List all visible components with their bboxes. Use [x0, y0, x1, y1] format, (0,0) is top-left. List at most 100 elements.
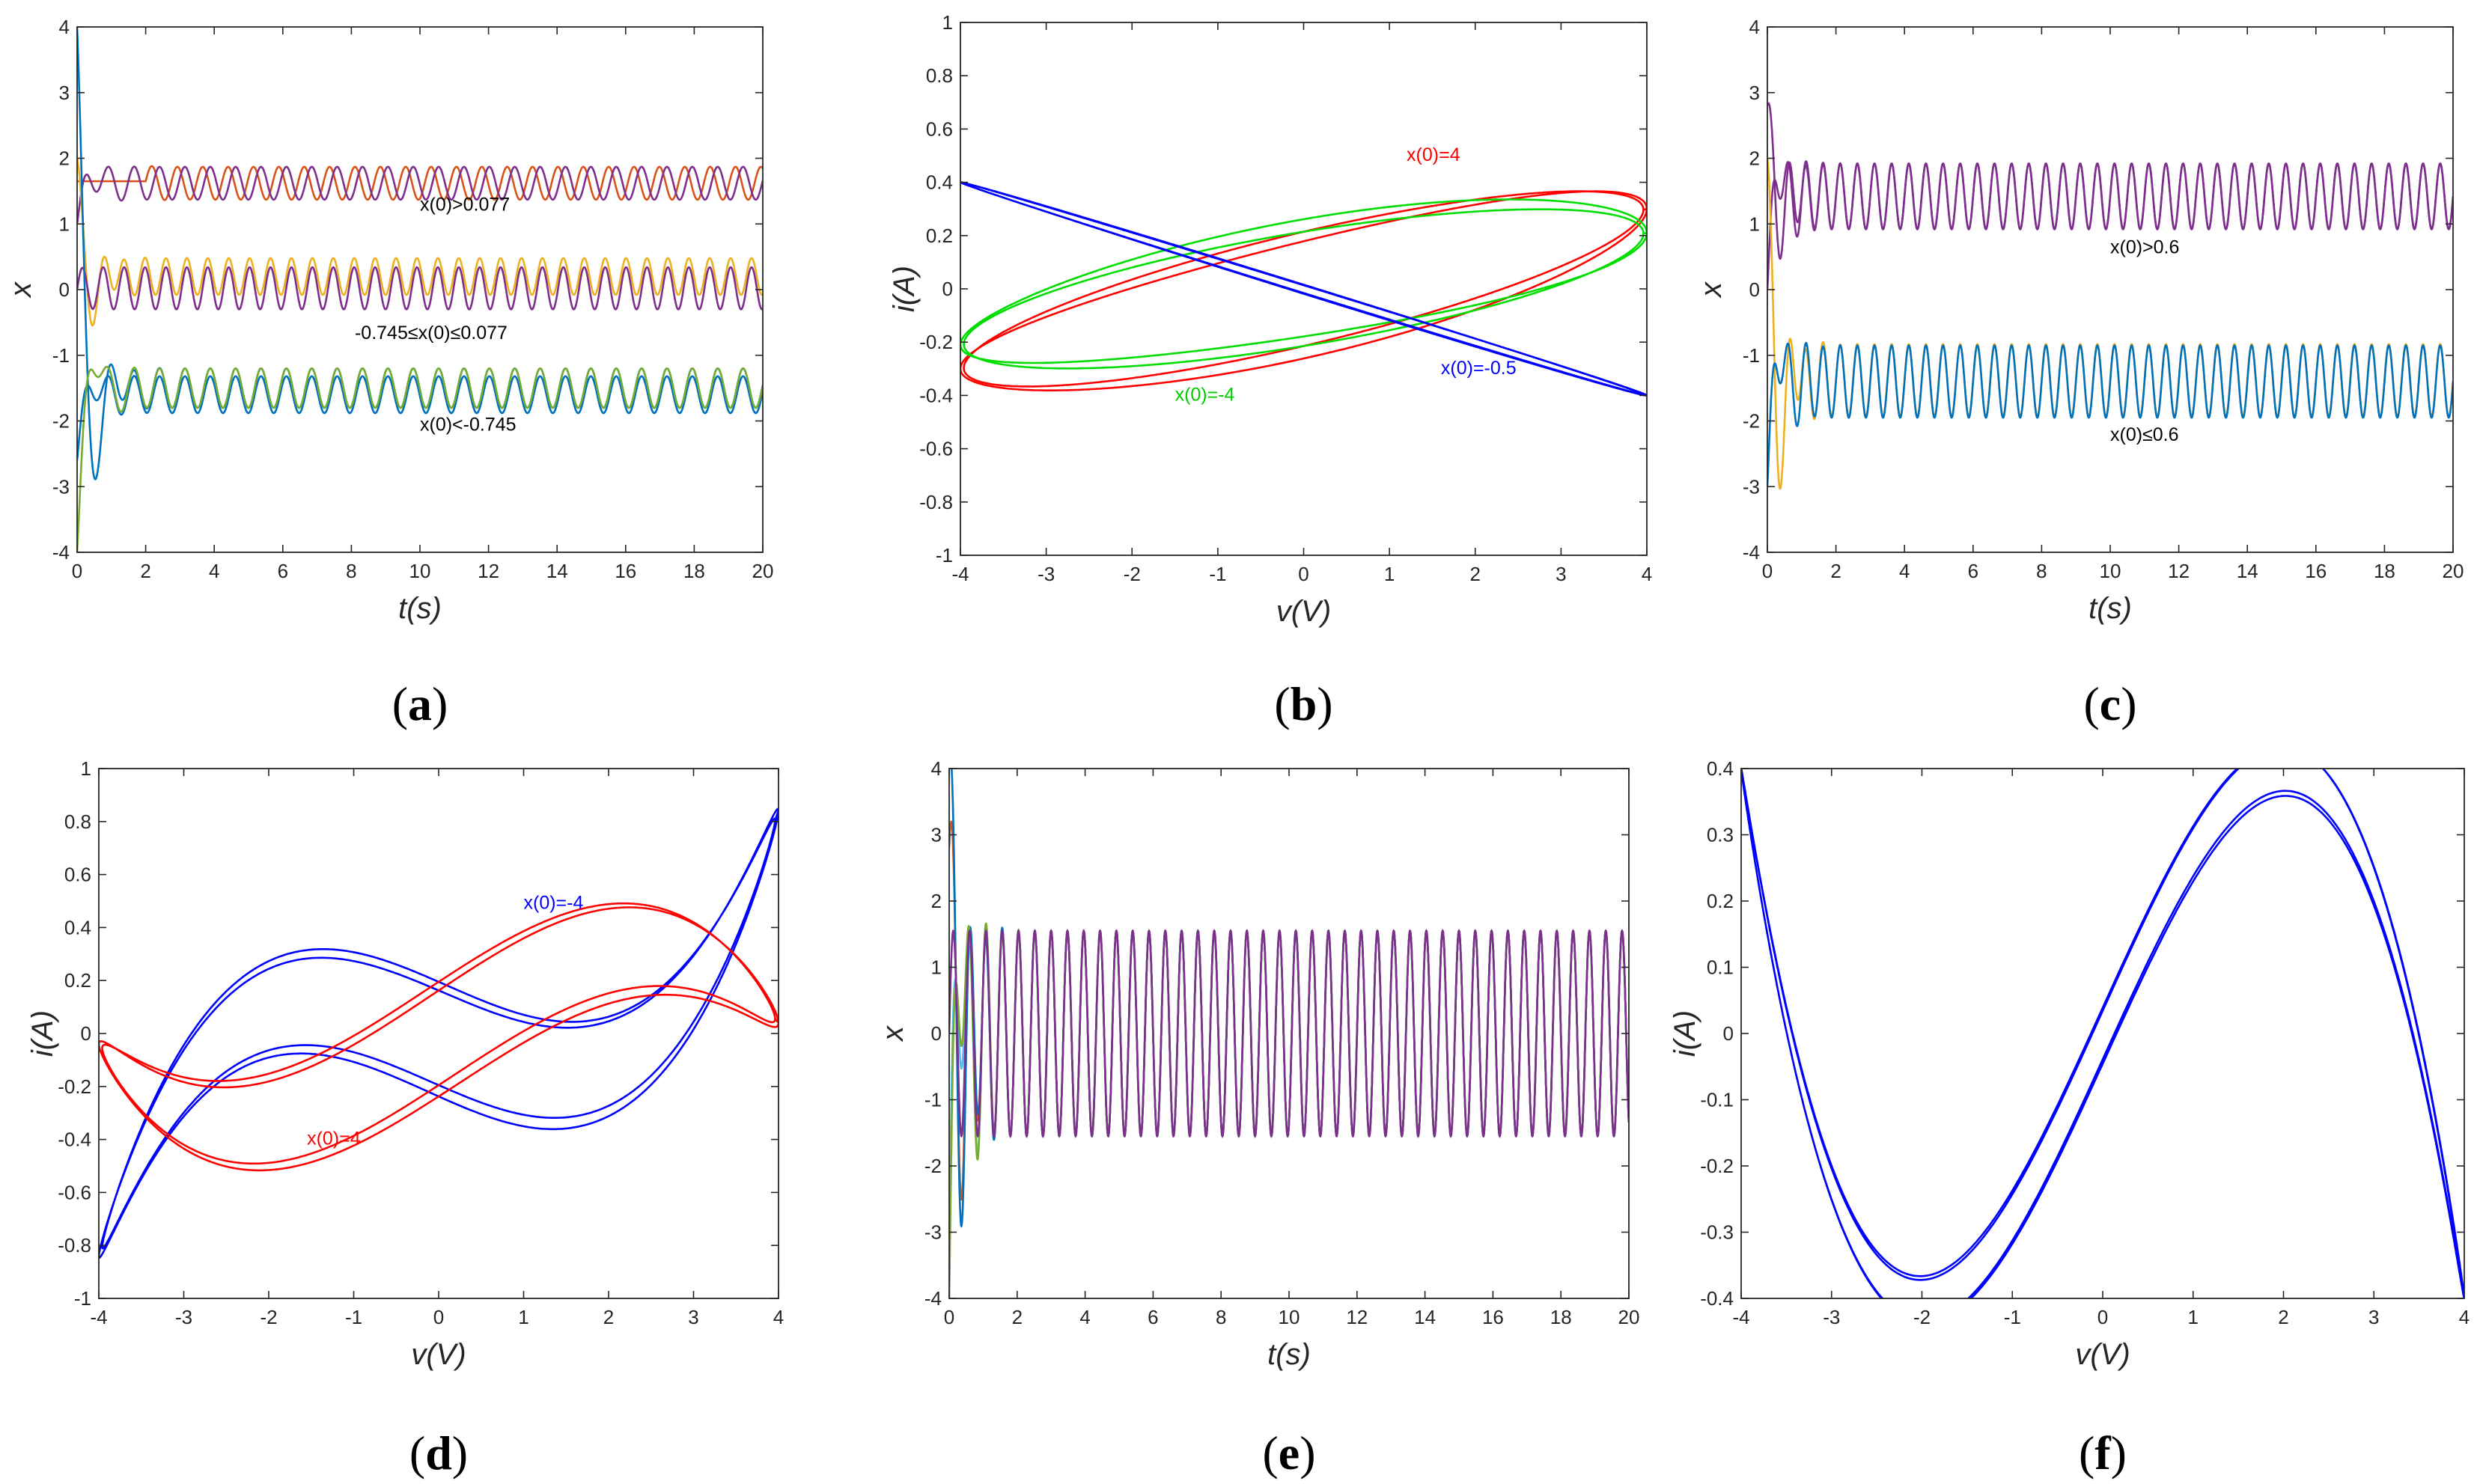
annotation: x(0)≤0.6 [2110, 424, 2179, 445]
y-tick-label: 0.3 [1707, 824, 1734, 846]
series-f-0 [1741, 769, 2464, 1298]
x-tick-label: 3 [2368, 1306, 2379, 1328]
y-tick-label: -2 [924, 1155, 942, 1177]
panel-c: 0 2 4 6 8 10 12 14 16 18 20-4-3-2-101234t(s)xx(0)>… [1695, 16, 2464, 730]
x-tick-label: 14 [546, 560, 568, 582]
series-c-0 [1767, 160, 2453, 290]
y-tick-label: 0.2 [926, 225, 953, 247]
x-tick-label: 1 [2188, 1306, 2199, 1328]
x-tick-label: 1 [518, 1306, 528, 1328]
series-group [1741, 769, 2464, 1298]
y-tick-label: -4 [924, 1287, 942, 1310]
annotation: x(0)=4 [307, 1129, 361, 1149]
series-b-0 [960, 190, 1647, 391]
panel-caption: (f) [2079, 1426, 2127, 1480]
annotation: x(0)<-0.745 [420, 415, 517, 436]
panel-a: 0 2 4 6 8 10 12 14 16 18 20-4-3-2-101234t(s)xx(0)>… [4, 16, 773, 730]
y-tick-label: -3 [1743, 475, 1760, 498]
y-tick-label: 2 [1749, 147, 1760, 170]
y-tick-label: 1 [931, 956, 942, 979]
y-tick-label: -0.4 [58, 1129, 91, 1151]
x-tick-label: 14 [1414, 1306, 1436, 1328]
y-tick-label: -4 [52, 541, 70, 564]
x-axis-label: t(s) [2088, 592, 2132, 625]
x-tick-label: -4 [1732, 1306, 1749, 1328]
annotation: x(0)=-4 [524, 893, 584, 914]
x-tick-label: 0 [1762, 560, 1773, 582]
y-tick-label: 0.8 [64, 810, 91, 833]
y-tick-label: -1 [936, 544, 953, 567]
y-tick-label: 0 [942, 278, 953, 300]
series-e-4 [949, 929, 1629, 1138]
y-tick-label: 0.2 [1707, 890, 1734, 912]
x-tick-label: 10 [2100, 560, 2121, 582]
axes-box [1767, 26, 2454, 553]
series-d-0 [99, 807, 779, 1259]
y-tick-label: 3 [59, 82, 70, 104]
x-tick-label: -1 [345, 1306, 362, 1328]
series-group [77, 27, 763, 552]
series-c-1 [1767, 102, 2453, 260]
panel-caption: (c) [2083, 677, 2136, 730]
x-tick-label: 6 [278, 560, 288, 582]
x-axis-label: t(s) [398, 592, 442, 625]
x-tick-label: 4 [1642, 563, 1652, 585]
x-tick-label: 16 [1482, 1306, 1504, 1328]
x-tick-label: 4 [209, 560, 219, 582]
series-a-1 [77, 165, 763, 225]
x-tick-label: 20 [1618, 1306, 1640, 1328]
y-tick-label: 1 [59, 213, 70, 235]
series-d-1 [99, 902, 779, 1172]
x-tick-label: -4 [951, 563, 969, 585]
x-axis-label: v(V) [2075, 1338, 2130, 1371]
y-tick-label: -3 [52, 475, 70, 498]
x-tick-label: 12 [478, 560, 499, 582]
y-tick-label: -2 [1743, 410, 1760, 433]
x-tick-label: 2 [2278, 1306, 2288, 1328]
y-tick-label: 1 [1749, 213, 1760, 235]
x-tick-label: 2 [603, 1306, 614, 1328]
x-tick-label: 3 [688, 1306, 698, 1328]
y-tick-label: -0.2 [919, 331, 953, 353]
series-a-0 [77, 165, 763, 201]
y-tick-label: -0.3 [1700, 1221, 1734, 1244]
y-tick-label: 4 [59, 16, 70, 38]
x-tick-label: 8 [1216, 1306, 1226, 1328]
series-a-2 [77, 158, 763, 327]
y-tick-label: 0.4 [64, 916, 91, 938]
y-axis-label: i(A) [888, 266, 921, 312]
axes-box [1740, 768, 2465, 1299]
x-tick-label: 10 [1279, 1306, 1300, 1328]
y-tick-label: 3 [1749, 82, 1760, 104]
series-group [99, 807, 779, 1259]
x-tick-label: 12 [1346, 1306, 1368, 1328]
x-tick-label: 2 [1012, 1306, 1023, 1328]
x-tick-label: -3 [1823, 1306, 1840, 1328]
series-b-2 [960, 181, 1647, 397]
y-axis-label: x [1695, 281, 1728, 299]
panel-caption: (a) [392, 677, 448, 730]
y-tick-label: 4 [1749, 16, 1760, 38]
y-tick-label: 0 [931, 1022, 942, 1045]
x-tick-label: 16 [2305, 560, 2327, 582]
series-a-5 [77, 27, 763, 480]
y-tick-label: 4 [931, 757, 942, 780]
panel-caption: (d) [409, 1426, 468, 1480]
y-tick-label: 0.2 [64, 969, 91, 992]
y-tick-label: -4 [1743, 541, 1760, 564]
annotation: x(0)=4 [1407, 144, 1460, 165]
series-a-6 [77, 365, 763, 552]
x-tick-label: 8 [346, 560, 356, 582]
y-tick-label: 0.6 [64, 864, 91, 886]
y-tick-label: 0.4 [926, 171, 953, 194]
x-tick-label: 6 [1968, 560, 1978, 582]
y-axis-label: x [4, 281, 37, 299]
x-tick-label: 4 [773, 1306, 784, 1328]
y-tick-label: 0.8 [926, 64, 953, 87]
y-tick-label: 0 [59, 278, 70, 301]
series-group [1767, 102, 2453, 490]
y-axis-label: x [877, 1025, 910, 1042]
panel-b: -4 -3 -2 -1 0 1 2 3 4 -1 -0.8 -0.6 -0.4 -0.2 0 0.2 0.4 0.… [888, 11, 1652, 730]
y-axis-label: i(A) [1669, 1010, 1701, 1057]
